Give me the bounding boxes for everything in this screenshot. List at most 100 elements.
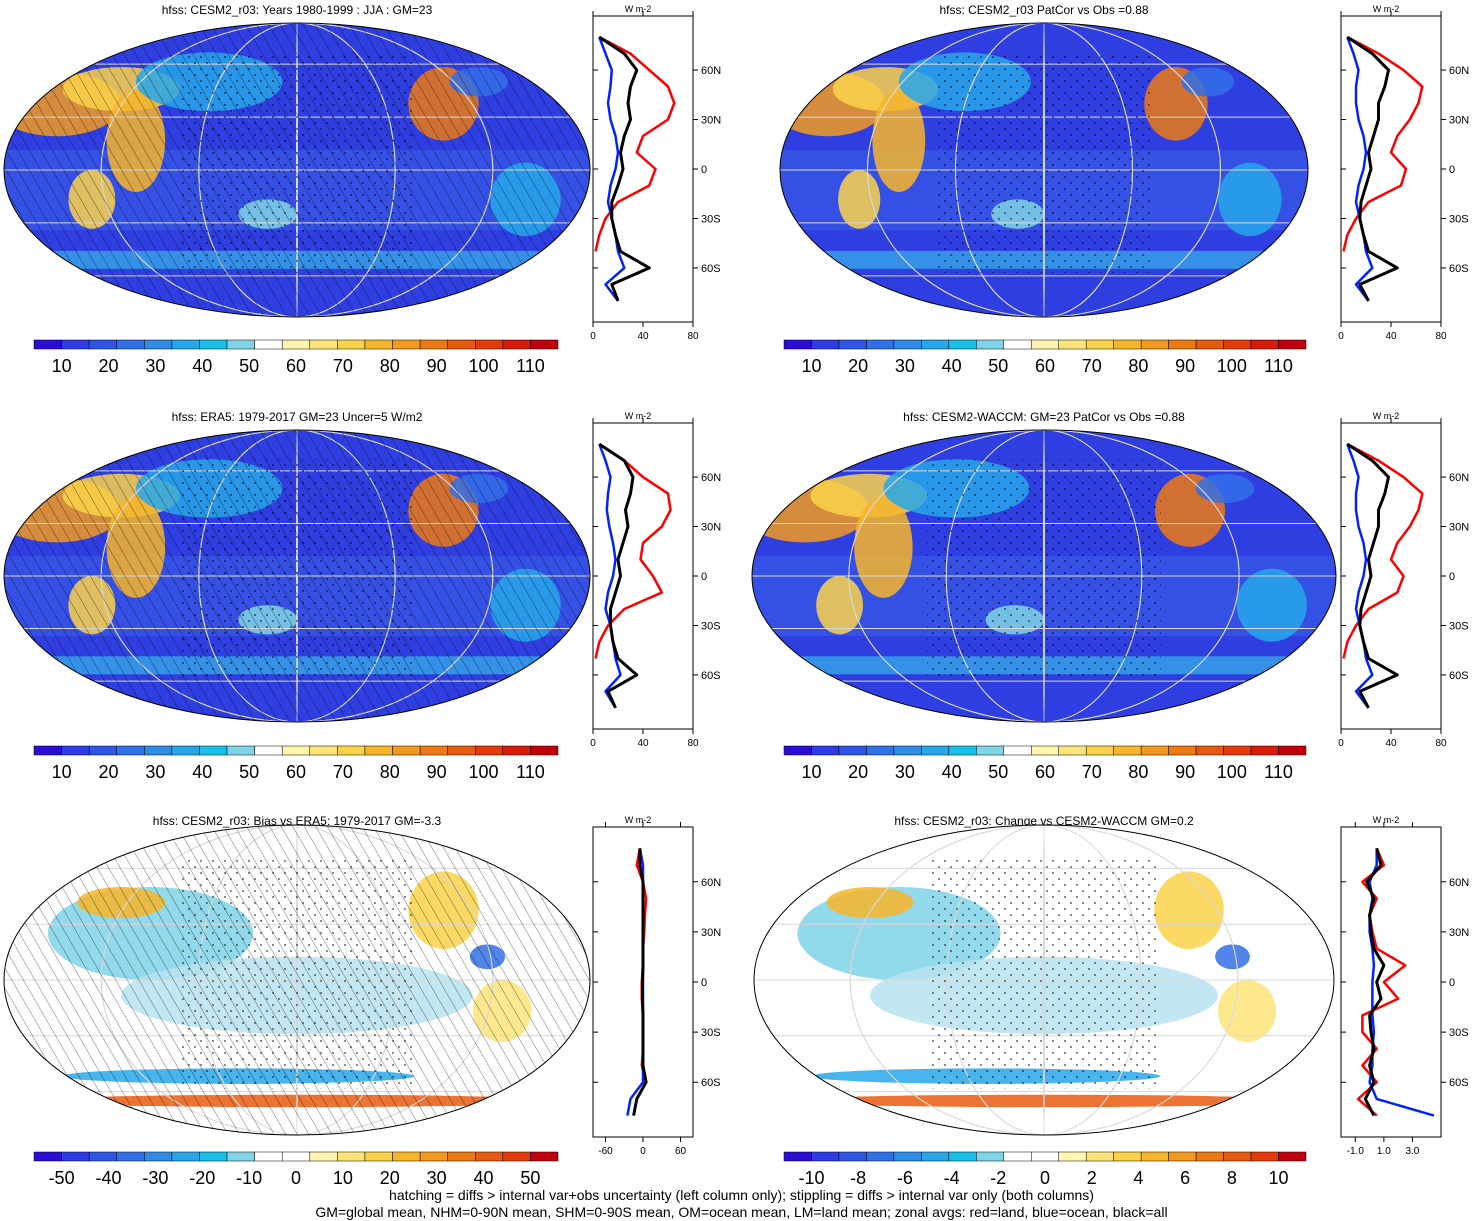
zonal-ytick: 30N: [1449, 115, 1469, 127]
zonal-unit: W m-2: [1373, 4, 1400, 14]
colorbar-swatch: [502, 745, 531, 756]
zonal-ytick: 60S: [1449, 670, 1469, 682]
colorbar-swatch: [309, 745, 338, 756]
map-outline: [3, 22, 591, 318]
colorbar-swatch: [281, 745, 311, 756]
colorbar-swatch: [866, 745, 895, 756]
colorbar-swatch: [337, 339, 366, 350]
zonal-xtick: 80: [687, 738, 699, 749]
zonal-ytick: 60N: [701, 877, 721, 889]
colorbar-swatch: [144, 339, 173, 350]
colorbar-label: 110: [1264, 762, 1293, 782]
colorbar-swatch: [530, 339, 559, 350]
zonal-ytick: 0: [701, 164, 707, 176]
colorbar-swatch: [1195, 745, 1224, 756]
panel-title: hfss: CESM2_r03: Bias vs ERA5: 1979-2017…: [153, 814, 442, 828]
colorbar-swatch: [392, 339, 421, 350]
zonal-ytick: 30N: [701, 115, 721, 127]
colorbar-swatch: [116, 745, 145, 756]
zonal-ytick: 30N: [1449, 522, 1469, 534]
colorbar-swatch: [1278, 745, 1307, 756]
zonal-ytick: 60S: [701, 670, 721, 682]
colorbar-swatch: [921, 745, 950, 756]
colorbar-label: 20: [380, 1168, 400, 1188]
colorbar-swatch: [1250, 339, 1279, 350]
colorbar-label: 70: [333, 762, 353, 782]
colorbar-label: 70: [1082, 356, 1102, 376]
colorbar-swatch: [1250, 745, 1279, 756]
zonal-series-all: [1346, 35, 1399, 302]
zonal-ytick: 30N: [701, 927, 721, 939]
zonal-unit: W m-2: [625, 4, 652, 14]
colorbar-label: -8: [850, 1168, 866, 1188]
colorbar-label: 10: [801, 762, 821, 782]
colorbar-label: 30: [427, 1168, 447, 1188]
zonal-xtick: 80: [1435, 331, 1447, 342]
colorbar-swatch: [337, 1151, 366, 1162]
colorbar-label: 110: [1264, 356, 1293, 376]
colorbar-label: 100: [1217, 356, 1247, 376]
colorbar-label: 60: [286, 356, 306, 376]
colorbar-swatch: [976, 1151, 1005, 1162]
colorbar-label: 50: [988, 356, 1008, 376]
colorbar-swatch: [1113, 339, 1142, 350]
colorbar-swatch: [1085, 1151, 1114, 1162]
colorbar-label: 40: [942, 356, 962, 376]
colorbar-label: 10: [801, 356, 821, 376]
colorbar-swatch: [309, 1151, 338, 1162]
zonal-ytick: 30S: [1449, 1027, 1469, 1039]
colorbar-swatch: [226, 745, 255, 756]
zonal-ytick: 30S: [701, 1027, 721, 1039]
colorbar-label: 80: [1128, 762, 1148, 782]
colorbar-swatch: [475, 339, 504, 350]
zonal-xtick: 1.0: [1377, 1146, 1391, 1157]
colorbar-swatch: [976, 745, 1005, 756]
zonal-unit: W m-2: [625, 411, 652, 421]
colorbar-label: 100: [1217, 762, 1247, 782]
zonal-series-ocean: [1346, 36, 1374, 302]
colorbar-swatch: [1031, 1151, 1059, 1162]
colorbar-label: 4: [1133, 1168, 1143, 1188]
map-outline: [753, 824, 1335, 1136]
zonal-ytick: 60N: [701, 472, 721, 484]
map-field: [780, 23, 1308, 317]
zonal-ytick: 0: [701, 571, 707, 583]
colorbar-label: 30: [145, 762, 165, 782]
colorbar-swatch: [1113, 1151, 1142, 1162]
colorbar-label: 60: [286, 762, 306, 782]
colorbar-label: 40: [474, 1168, 494, 1188]
colorbar-swatch: [1250, 1151, 1279, 1162]
zonal-ytick: 0: [1449, 571, 1455, 583]
panel-title: hfss: CESM2_r03 PatCor vs Obs =0.88: [939, 3, 1148, 17]
colorbar-label: 110: [516, 762, 545, 782]
panel-2: hfss: ERA5: 1979-2017 GM=23 Uncer=5 W/m2…: [3, 410, 721, 782]
colorbar-swatch: [893, 745, 922, 756]
colorbar-swatch: [1195, 1151, 1224, 1162]
colorbar-swatch: [88, 745, 117, 756]
zonal-ytick: 60S: [1449, 263, 1469, 275]
colorbar-swatch: [61, 339, 90, 350]
colorbar-swatch: [171, 1151, 200, 1162]
colorbar-swatch: [811, 745, 840, 756]
colorbar-swatch: [254, 745, 283, 756]
colorbar-swatch: [838, 339, 867, 350]
panel-title: hfss: CESM2_r03: Years 1980-1999 : JJA :…: [162, 3, 433, 17]
colorbar-swatch: [1278, 339, 1307, 350]
colorbar-label: -40: [95, 1168, 121, 1188]
colorbar-swatch: [838, 745, 867, 756]
zonal-xtick: -1.0: [1347, 1146, 1365, 1157]
zonal-series-ocean: [598, 36, 626, 302]
colorbar-swatch: [33, 745, 62, 756]
colorbar-swatch: [1003, 745, 1032, 756]
colorbar-swatch: [171, 339, 200, 350]
zonal-series-all: [1363, 848, 1386, 1117]
colorbar-swatch: [61, 745, 90, 756]
colorbar-swatch: [921, 339, 950, 350]
zonal-unit: W m-2: [1373, 815, 1400, 825]
zonal-xtick: 40: [637, 331, 649, 342]
zonal-series-all: [598, 442, 639, 709]
colorbar-swatch: [893, 339, 922, 350]
colorbar-label: 90: [427, 356, 447, 376]
colorbar-label: -50: [49, 1168, 75, 1188]
